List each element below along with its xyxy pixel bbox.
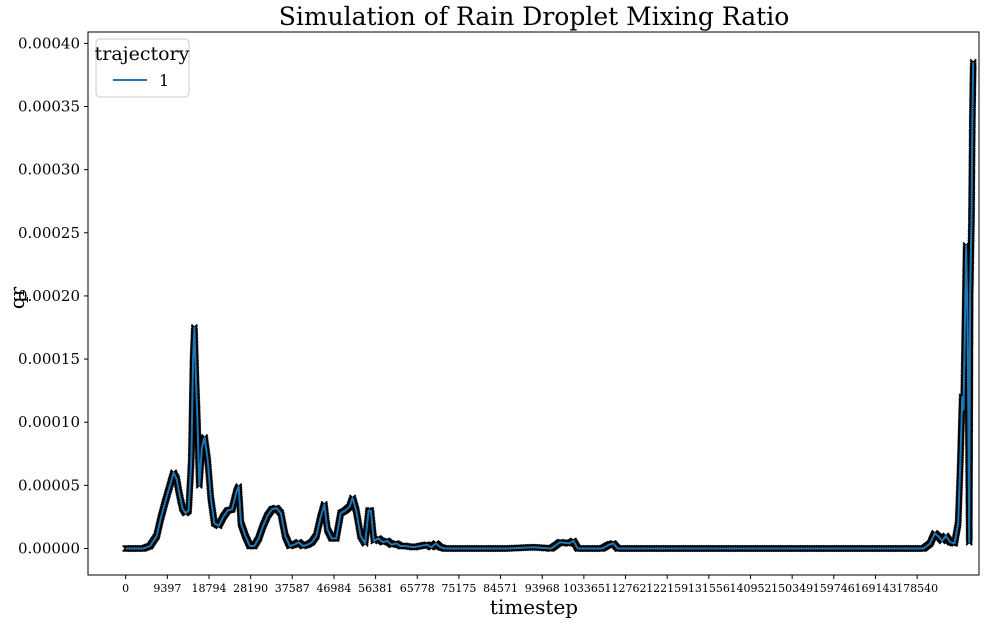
y-tick-label: 0.00020 (18, 287, 80, 305)
x-tick-label: 140952 (729, 582, 771, 595)
y-tick-label: 0.00005 (18, 476, 80, 494)
x-tick-label: 0 (122, 582, 129, 595)
x-tick-label: 18794 (191, 582, 226, 595)
series-1-markers (122, 58, 977, 553)
legend: trajectory 1 (95, 38, 190, 98)
x-tick-label: 56381 (358, 582, 393, 595)
x-tick-label: 65778 (400, 582, 435, 595)
x-tick-label: 169143 (854, 582, 896, 595)
x-tick-label: 131556 (688, 582, 730, 595)
x-tick-label: 159746 (813, 582, 855, 595)
x-tick-label: 93968 (525, 582, 560, 595)
x-tick-label: 46984 (316, 582, 351, 595)
legend-title: trajectory (95, 43, 190, 65)
y-tick-label: 0.00010 (18, 413, 80, 431)
y-tick-label: 0.00030 (18, 161, 80, 179)
x-tick-label: 150349 (771, 582, 813, 595)
x-tick-label: 37587 (275, 582, 310, 595)
x-axis-label: timestep (490, 595, 578, 619)
series-1-line (125, 62, 975, 550)
x-axis-ticks: 0 9397 18794 28190 37587 46984 56381 65778 75175… (122, 575, 938, 595)
y-axis-ticks: 0.00000 0.00005 0.00010 0.00015 0.00020 0.000… (18, 34, 88, 557)
y-axis-label: qr (5, 286, 29, 309)
plot-frame (87, 31, 980, 576)
y-tick-label: 0.00015 (18, 350, 80, 368)
plot-area (122, 58, 977, 553)
chart-title: Simulation of Rain Droplet Mixing Ratio (279, 2, 790, 31)
y-tick-label: 0.00000 (18, 539, 80, 557)
x-tick-label: 9397 (153, 582, 181, 595)
y-tick-label: 0.00025 (18, 224, 80, 242)
x-tick-label: 84571 (483, 582, 518, 595)
x-tick-label: 103365 (563, 582, 605, 595)
x-tick-label: 112762 (605, 582, 647, 595)
x-tick-label: 178540 (896, 582, 938, 595)
y-tick-label: 0.00040 (18, 34, 80, 52)
legend-box (95, 38, 190, 98)
legend-series-label: 1 (159, 71, 169, 90)
y-tick-label: 0.00035 (18, 98, 80, 116)
x-tick-label: 122159 (646, 582, 688, 595)
x-tick-label: 75175 (441, 582, 476, 595)
x-tick-label: 28190 (233, 582, 268, 595)
